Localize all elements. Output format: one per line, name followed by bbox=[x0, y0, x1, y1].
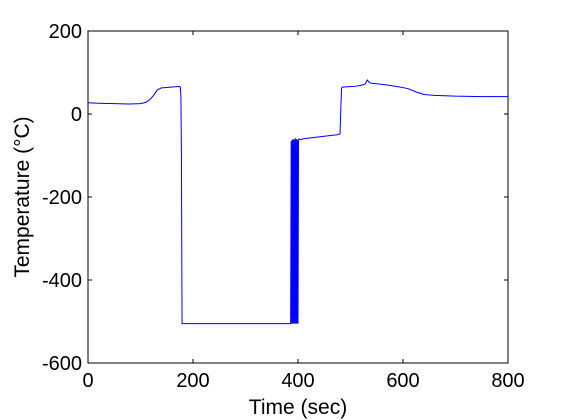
y-tick-label: -400 bbox=[42, 270, 82, 292]
x-tick-label: 600 bbox=[386, 370, 419, 392]
y-tick-labels: -600 -400 -200 0 200 bbox=[42, 21, 82, 375]
y-axis-title: Temperature (°C) bbox=[11, 116, 34, 277]
x-tick-label: 200 bbox=[176, 370, 209, 392]
y-tick-label: -600 bbox=[42, 353, 82, 375]
y-tick-label: 0 bbox=[71, 104, 82, 126]
plot-area bbox=[87, 30, 509, 364]
x-tick-label: 400 bbox=[281, 370, 314, 392]
series-layer bbox=[87, 79, 508, 325]
y-tick-label: -200 bbox=[42, 187, 82, 209]
x-tick-label: 0 bbox=[82, 370, 93, 392]
x-tick-labels: 0 200 400 600 800 bbox=[82, 370, 524, 392]
x-tick-label: 800 bbox=[491, 370, 524, 392]
x-axis-title: Time (sec) bbox=[249, 396, 347, 419]
y-tick-label: 200 bbox=[49, 21, 82, 43]
series-line-1 bbox=[87, 79, 508, 325]
tick-layer bbox=[87, 30, 509, 364]
